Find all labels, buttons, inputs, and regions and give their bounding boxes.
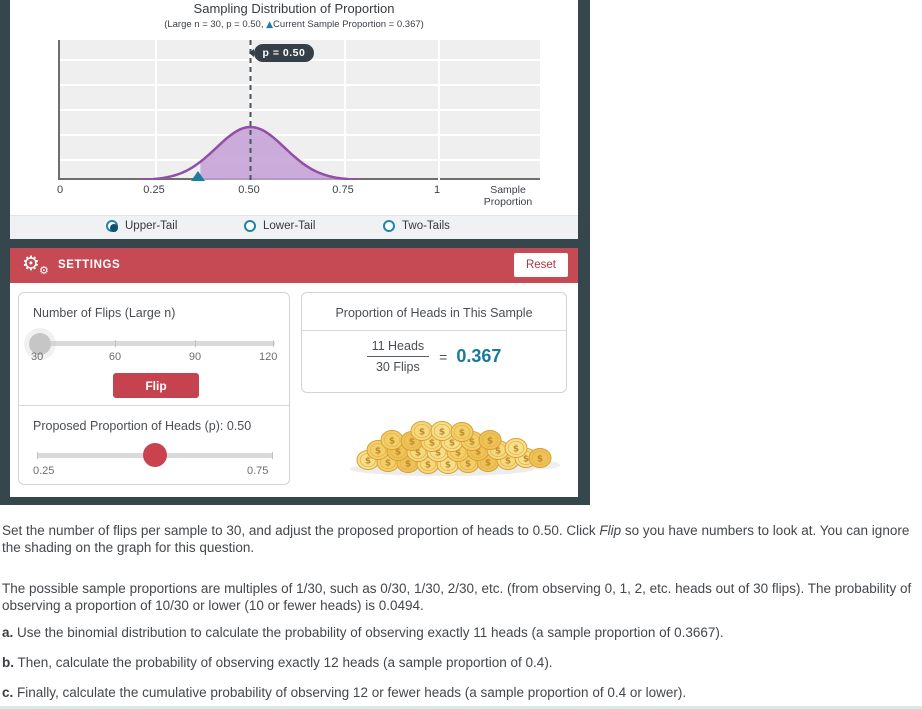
svg-text:$: $ [487,436,493,446]
flips-tick-label: 90 [188,351,202,363]
svg-text:$: $ [375,446,381,456]
gear-icon: ⚙ [22,251,40,275]
coin-pile: $ $ $ $ $ $ $ $ $$ $ $ $ $ $ $ $$ $ $ $ $ $$ $ $$ [356,421,552,474]
svg-text:$: $ [469,437,475,447]
flips-tick-label: 60 [108,351,122,363]
chart-subtitle: (Large n = 30, p = 0.50, ▲Current Sample… [164,19,424,30]
flip-button[interactable]: Flip [113,373,199,398]
svg-text:$: $ [459,428,465,438]
fraction-numerator: 11 Heads [366,339,430,357]
svg-text:$: $ [365,456,371,466]
sample-fraction: 11 Heads 30 Flips = 0.367 [302,339,566,374]
svg-text:$: $ [415,448,421,458]
x-axis-label: Sample Proportion [483,184,533,209]
distribution-plot [58,40,542,180]
svg-text:$: $ [495,446,501,456]
radio-icon[interactable] [383,220,395,232]
radio-lower-tail[interactable]: Lower-Tail [244,220,315,232]
radio-two-tails[interactable]: Two-Tails [383,220,450,232]
svg-text:$: $ [405,459,411,469]
svg-text:$: $ [385,458,391,468]
svg-text:$: $ [439,427,445,437]
svg-text:$: $ [449,438,455,448]
svg-text:$: $ [465,459,471,469]
question-a: a. Use the binomial distribution to calc… [2,625,724,640]
svg-text:$: $ [435,448,441,458]
flips-tick-label: 120 [259,351,278,363]
radio-icon[interactable] [244,220,256,232]
question-c: c. Finally, calculate the cumulative pro… [2,685,687,700]
settings-header-bar: ⚙ ⚙ SETTINGS Reset [10,248,578,283]
p-value-label: p = 0.50 [248,44,315,62]
divider-band [10,239,578,248]
sample-panel-title: Proportion of Heads in This Sample [335,306,533,320]
svg-text:$: $ [475,447,481,457]
instruction-paragraph-1: Set the number of flips per sample to 30… [2,523,910,555]
svg-text:$: $ [409,437,415,447]
question-b: b. Then, calculate the probability of ob… [2,655,553,670]
svg-text:$: $ [395,447,401,457]
svg-text:$: $ [455,448,461,458]
chart-title: Sampling Distribution of Proportion [193,1,395,16]
proposed-proportion-label: Proposed Proportion of Heads (p): 0.50 [33,419,252,433]
sampling-distribution-applet: Sampling Distribution of Proportion (Lar… [0,0,590,505]
gear-small-icon: ⚙ [39,264,49,277]
tail-options-row: Upper-Tail Lower-Tail Two-Tails [10,215,578,239]
sample-proportion-triangle-icon: ▲ [266,20,274,30]
flips-panel: Number of Flips (Large n) 30 60 90 120 F… [18,292,290,485]
instruction-paragraph-2: The possible sample proportions are mult… [2,581,912,613]
x-tick: 1 [433,184,441,196]
distribution-curve-svg [60,40,542,180]
svg-text:$: $ [445,460,451,470]
bottom-divider [0,706,922,709]
svg-text:$: $ [505,456,511,466]
svg-text:$: $ [537,454,543,464]
x-tick: 0.25 [143,184,165,196]
svg-text:$: $ [485,458,491,468]
fraction-denominator: 30 Flips [375,360,420,374]
flips-slider-track[interactable] [35,340,275,347]
svg-text:$: $ [523,454,529,464]
svg-text:$: $ [429,438,435,448]
distribution-curve [139,125,359,180]
x-tick: 0.75 [332,184,354,196]
svg-text:$: $ [419,427,425,437]
x-tick: 0 [56,184,64,196]
flips-tick-label: 30 [31,351,44,363]
upper-tail-shaded-area [200,127,360,180]
flips-label: Number of Flips (Large n) [33,306,176,320]
svg-text:$: $ [389,436,395,446]
proportion-slider-handle[interactable] [143,443,167,467]
radio-icon[interactable] [106,220,118,232]
sample-proportion-panel: Proportion of Heads in This Sample 11 He… [301,292,567,393]
panel-divider [19,405,289,406]
reset-button[interactable]: Reset [513,253,568,277]
coins-illustration: $ $ $ $ $ $ $ $ $$ $ $ $ $ $ $ $$ $ $ $ $ $$ $ $$ [350,421,560,476]
proportion-max-label: 0.75 [247,465,269,477]
flip-italic: Flip [599,523,622,538]
radio-upper-tail[interactable]: Upper-Tail [106,220,177,232]
panel-divider [302,330,566,331]
x-tick: 0.50 [238,184,260,196]
proportion-min-label: 0.25 [33,465,55,477]
flips-slider-handle[interactable] [29,333,51,355]
settings-title: SETTINGS [58,259,121,271]
sample-proportion-value: 0.367 [456,346,502,366]
svg-text:$: $ [425,460,431,470]
svg-text:$: $ [513,444,519,454]
current-sample-proportion-marker-icon [191,171,206,181]
equals-sign: = [439,348,448,365]
